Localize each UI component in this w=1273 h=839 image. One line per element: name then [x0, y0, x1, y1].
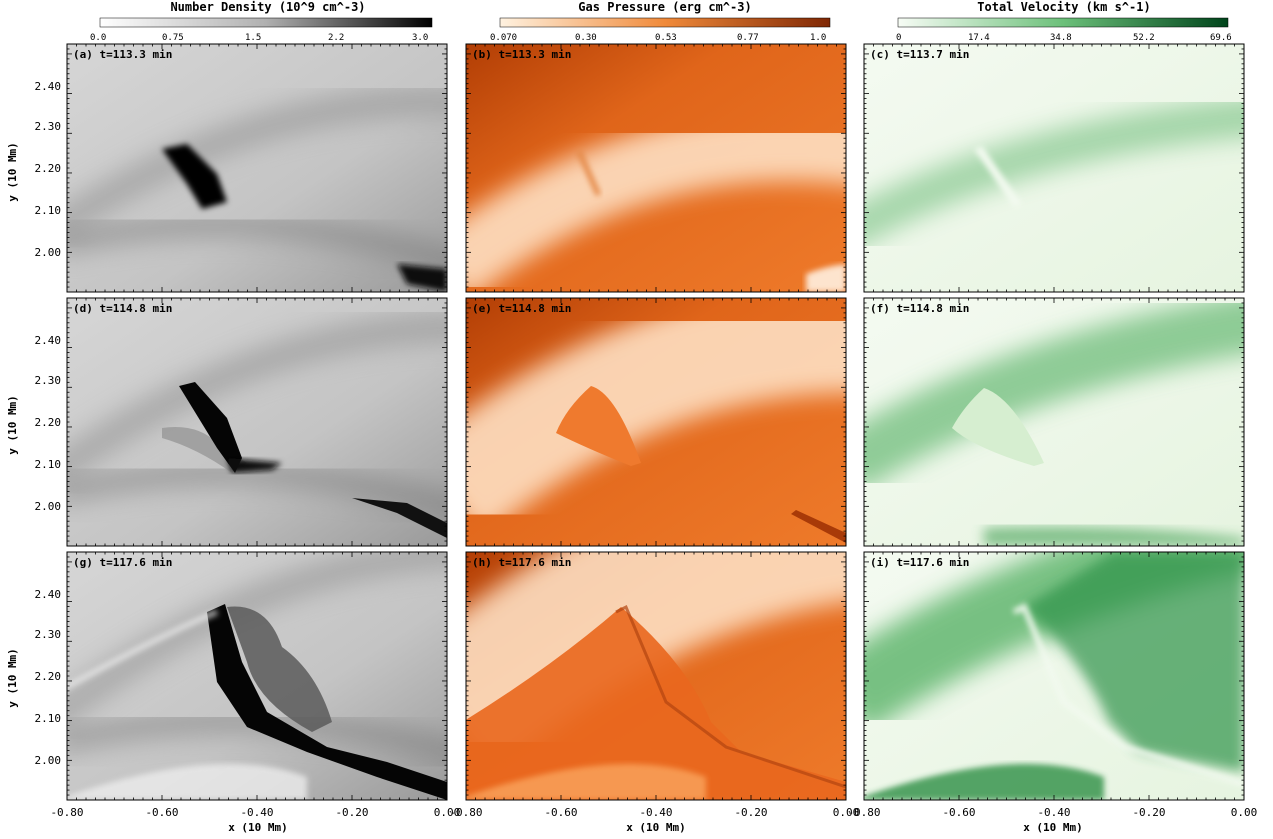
y-tick-label: 2.10: [35, 712, 62, 725]
panel-label: (f) t=114.8 min: [870, 302, 969, 315]
panel-grid: (a) t=113.3 min 2.40 2.30 2.20 2.10 2.00 (b) t…: [35, 43, 1258, 819]
panel-label: (e) t=114.8 min: [472, 302, 571, 315]
x-axis-label: x (10 Mm): [228, 821, 288, 834]
y-tick-label: 2.20: [35, 670, 62, 683]
colorbar-tick: 2.2: [328, 33, 344, 43]
colorbar-tick: 0.77: [737, 33, 759, 43]
panel-pressure: (e) t=114.8 min: [465, 297, 847, 547]
panel-label: (b) t=113.3 min: [472, 48, 571, 61]
y-axis-label: y (10 Mm): [6, 648, 19, 708]
colorbar-tick: 0.0: [90, 33, 106, 43]
x-tick-label: -0.80: [847, 806, 880, 819]
panel-label: (h) t=117.6 min: [472, 556, 571, 569]
colorbar-tick: 0.070: [490, 33, 517, 43]
y-tick-label: 2.40: [35, 80, 62, 93]
panel-density: (d) t=114.8 min 2.40 2.30 2.20 2.10 2.00: [35, 297, 448, 547]
x-tick-label: -0.60: [145, 806, 178, 819]
colorbar-ticks: 0 17.4 34.8 52.2 69.6: [896, 33, 1232, 43]
colorbar-tick: 1.0: [810, 33, 826, 43]
panel-label: (i) t=117.6 min: [870, 556, 969, 569]
colorbar-title: Gas Pressure (erg cm^-3): [578, 0, 751, 14]
x-tick-label: 0.00: [833, 806, 860, 819]
y-tick-label: 2.40: [35, 334, 62, 347]
colorbar-tick: 0.75: [162, 33, 184, 43]
colorbar-tick: 0.53: [655, 33, 677, 43]
x-tick-label: -0.80: [449, 806, 482, 819]
panel-velocity: (f) t=114.8 min: [863, 297, 1245, 547]
x-tick-label: -0.60: [544, 806, 577, 819]
panel-density: (g) t=117.6 min 2.40 2.30 2.20 2.10 2.00 -0.80…: [35, 551, 461, 819]
colorbar-pressure: Gas Pressure (erg cm^-3) 0.070 0.30 0.53…: [490, 0, 831, 43]
y-tick-label: 2.20: [35, 162, 62, 175]
y-axis-labels: y (10 Mm) y (10 Mm) y (10 Mm): [6, 142, 19, 708]
colorbar-tick: 0.30: [575, 33, 597, 43]
x-tick-label: 0.00: [1231, 806, 1258, 819]
colorbar-tick: 69.6: [1210, 33, 1232, 43]
y-axis-label: y (10 Mm): [6, 142, 19, 202]
colorbar-velocity: Total Velocity (km s^-1) 0 17.4 34.8 52.…: [896, 0, 1232, 43]
x-tick-label: -0.80: [50, 806, 83, 819]
y-tick-label: 2.30: [35, 628, 62, 641]
y-tick-label: 2.00: [35, 754, 62, 767]
colorbar-tick: 52.2: [1133, 33, 1155, 43]
panel-label: (d) t=114.8 min: [73, 302, 172, 315]
x-tick-label: -0.40: [639, 806, 672, 819]
x-axis-label: x (10 Mm): [1023, 821, 1083, 834]
y-axis-label: y (10 Mm): [6, 395, 19, 455]
colorbar-ticks: 0.0 0.75 1.5 2.2 3.0: [90, 33, 428, 43]
x-tick-label: -0.60: [942, 806, 975, 819]
x-axis-labels: x (10 Mm) x (10 Mm) x (10 Mm): [228, 821, 1083, 834]
x-tick-label: -0.20: [1132, 806, 1165, 819]
colorbar-title: Number Density (10^9 cm^-3): [170, 0, 365, 14]
y-tick-label: 2.10: [35, 204, 62, 217]
panel-label: (c) t=113.7 min: [870, 48, 969, 61]
panel-pressure: (h) t=117.6 min -0.80 -0.60 -0.40 -0.20 0.00: [449, 551, 860, 819]
x-axis-label: x (10 Mm): [626, 821, 686, 834]
colorbar-tick: 1.5: [245, 33, 261, 43]
panel-velocity: (i) t=117.6 min -0.80 -0.60 -0.40 -0.20 0.00: [847, 551, 1258, 819]
y-tick-label: 2.30: [35, 374, 62, 387]
x-tick-label: 0.00: [434, 806, 461, 819]
y-tick-label: 2.00: [35, 500, 62, 513]
colorbar-density: Number Density (10^9 cm^-3) 0.0 0.75 1.5…: [90, 0, 433, 43]
y-tick-label: 2.00: [35, 246, 62, 259]
colorbar-tick: 3.0: [412, 33, 428, 43]
y-tick-label: 2.10: [35, 458, 62, 471]
y-tick-label: 2.20: [35, 416, 62, 429]
panel-velocity: (c) t=113.7 min: [863, 43, 1245, 293]
y-tick-label: 2.30: [35, 120, 62, 133]
y-tick-label: 2.40: [35, 588, 62, 601]
colorbar-tick: 0: [896, 33, 901, 43]
colorbar-tick: 34.8: [1050, 33, 1072, 43]
colorbar-title: Total Velocity (km s^-1): [977, 0, 1150, 14]
panel-label: (g) t=117.6 min: [73, 556, 172, 569]
panel-label: (a) t=113.3 min: [73, 48, 172, 61]
x-tick-label: -0.20: [335, 806, 368, 819]
x-tick-label: -0.40: [240, 806, 273, 819]
panel-pressure: (b) t=113.3 min: [465, 43, 847, 293]
x-tick-label: -0.40: [1037, 806, 1070, 819]
colorbar-tick: 17.4: [968, 33, 990, 43]
x-tick-label: -0.20: [734, 806, 767, 819]
colorbar-ticks: 0.070 0.30 0.53 0.77 1.0: [490, 33, 826, 43]
panel-density: (a) t=113.3 min 2.40 2.30 2.20 2.10 2.00: [35, 43, 448, 293]
